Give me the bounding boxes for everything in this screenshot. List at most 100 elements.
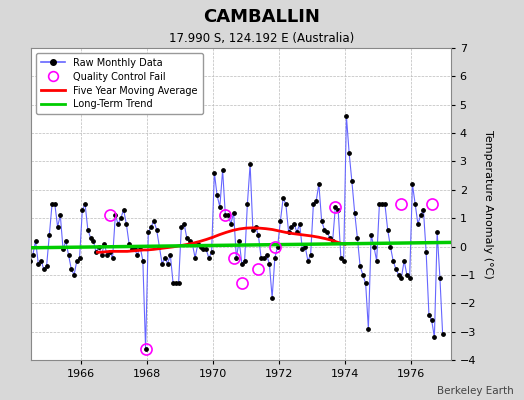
Point <box>37 258 45 264</box>
Point <box>152 226 161 233</box>
Point <box>348 178 356 184</box>
Point <box>119 206 128 213</box>
Point <box>205 255 213 261</box>
Point <box>254 232 263 238</box>
Point <box>45 232 53 238</box>
Point <box>232 255 241 261</box>
Point <box>375 201 384 207</box>
Point <box>15 221 23 227</box>
Point <box>389 258 397 264</box>
Point <box>246 161 254 168</box>
Point <box>208 249 216 256</box>
Point <box>169 280 177 287</box>
Point <box>48 201 56 207</box>
Point <box>78 206 86 213</box>
Point <box>342 113 351 119</box>
Point <box>227 221 235 227</box>
Point <box>274 243 282 250</box>
Point <box>224 212 232 218</box>
Point <box>161 255 169 261</box>
Point <box>29 252 37 258</box>
Point <box>296 221 304 227</box>
Point <box>238 260 246 267</box>
Point <box>422 249 430 256</box>
Point <box>260 255 268 261</box>
Point <box>23 218 31 224</box>
Point <box>221 212 230 218</box>
Point <box>155 243 163 250</box>
Point <box>84 226 92 233</box>
Point <box>180 221 188 227</box>
Point <box>345 150 353 156</box>
Point <box>395 272 403 278</box>
Point <box>364 326 373 332</box>
Point <box>268 294 276 301</box>
Point <box>130 246 139 252</box>
Point <box>12 195 20 202</box>
Point <box>326 235 334 241</box>
Point <box>81 201 89 207</box>
Point <box>411 201 419 207</box>
Text: CAMBALLIN: CAMBALLIN <box>203 8 321 26</box>
Point <box>433 229 441 236</box>
Point <box>276 218 285 224</box>
Point <box>381 201 389 207</box>
Point <box>199 246 208 252</box>
Point <box>20 201 29 207</box>
Point <box>100 240 108 247</box>
Point <box>194 240 202 247</box>
Point <box>106 249 114 256</box>
Point <box>230 209 238 216</box>
Point <box>163 260 172 267</box>
Point <box>439 331 447 338</box>
Point <box>353 235 362 241</box>
Point <box>202 246 210 252</box>
Point <box>419 206 428 213</box>
Point <box>417 212 425 218</box>
Point <box>86 235 95 241</box>
Point <box>265 260 274 267</box>
Point <box>331 204 340 210</box>
Point <box>191 255 199 261</box>
Point <box>150 218 158 224</box>
Point <box>34 260 42 267</box>
Point <box>95 243 103 250</box>
Point <box>312 198 320 204</box>
Point <box>315 181 323 187</box>
Point <box>298 246 307 252</box>
Point <box>334 206 342 213</box>
Point <box>31 238 40 244</box>
Point <box>304 258 312 264</box>
Point <box>139 258 147 264</box>
Point <box>64 252 73 258</box>
Point <box>378 201 386 207</box>
Point <box>92 249 100 256</box>
Point <box>271 255 279 261</box>
Point <box>158 260 166 267</box>
Point <box>216 204 224 210</box>
Point <box>51 201 59 207</box>
Point <box>117 215 125 221</box>
Point <box>320 226 329 233</box>
Point <box>263 252 271 258</box>
Point <box>40 266 48 272</box>
Point <box>53 224 62 230</box>
Point <box>26 258 34 264</box>
Point <box>177 224 185 230</box>
Point <box>301 243 309 250</box>
Point <box>219 167 227 173</box>
Point <box>136 243 144 250</box>
Point <box>367 232 375 238</box>
Point <box>67 266 75 272</box>
Point <box>307 252 315 258</box>
Point <box>89 238 97 244</box>
Point <box>196 243 205 250</box>
Point <box>392 266 400 272</box>
Point <box>356 263 364 270</box>
Point <box>59 246 67 252</box>
Point <box>241 258 249 264</box>
Point <box>122 221 130 227</box>
Point <box>18 235 26 241</box>
Point <box>75 255 84 261</box>
Point <box>243 201 252 207</box>
